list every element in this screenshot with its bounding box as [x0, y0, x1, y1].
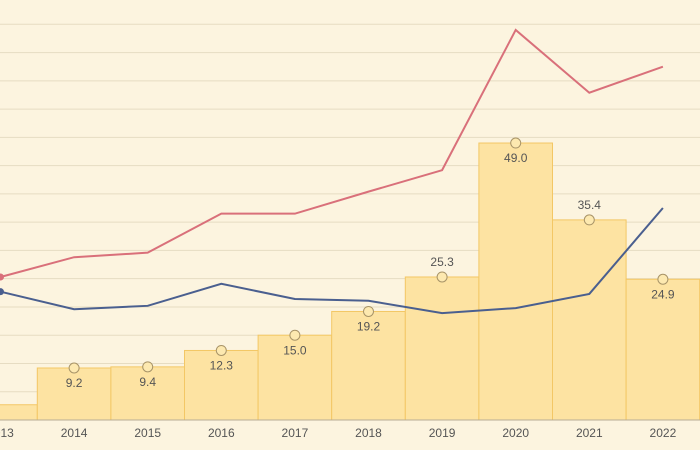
data-label: 15.0 [283, 343, 307, 357]
x-tick-label: 2013 [0, 426, 14, 440]
data-label: 24.9 [651, 287, 675, 301]
line [0, 28, 664, 278]
line-start-marker [0, 273, 4, 281]
value-marker [289, 329, 301, 341]
bar [184, 349, 259, 421]
x-tick-label: 2017 [282, 426, 309, 440]
bar [257, 334, 333, 421]
bar [478, 142, 553, 421]
value-marker [215, 344, 227, 356]
data-label: 35.4 [578, 198, 602, 212]
value-marker [583, 214, 595, 226]
line-start-marker [0, 288, 4, 296]
value-marker [363, 305, 374, 317]
bar [36, 367, 112, 421]
data-label: 9.4 [139, 375, 156, 389]
data-label: 12.3 [210, 359, 234, 373]
data-label: 19.2 [357, 320, 381, 334]
x-tick-label: 2022 [650, 426, 677, 440]
value-marker [142, 361, 154, 373]
data-label: 49.0 [504, 151, 528, 165]
value-marker [436, 271, 448, 283]
x-tick-label: 2015 [134, 426, 161, 440]
bar [552, 219, 627, 421]
value-marker [68, 362, 80, 374]
x-tick-label: 2019 [429, 426, 456, 440]
x-tick-label: 2016 [208, 426, 235, 440]
bar [404, 276, 480, 421]
data-label: 9.2 [66, 376, 83, 390]
line [0, 207, 664, 315]
value-marker [510, 137, 522, 149]
value-marker [657, 273, 669, 285]
x-tick-label: 2021 [576, 426, 603, 440]
bar [0, 404, 38, 421]
x-tick-label: 2018 [355, 426, 382, 440]
bar [625, 278, 700, 421]
x-tick-label: 2020 [502, 426, 529, 440]
data-label: 25.3 [430, 255, 454, 269]
x-tick-label: 2014 [61, 426, 88, 440]
